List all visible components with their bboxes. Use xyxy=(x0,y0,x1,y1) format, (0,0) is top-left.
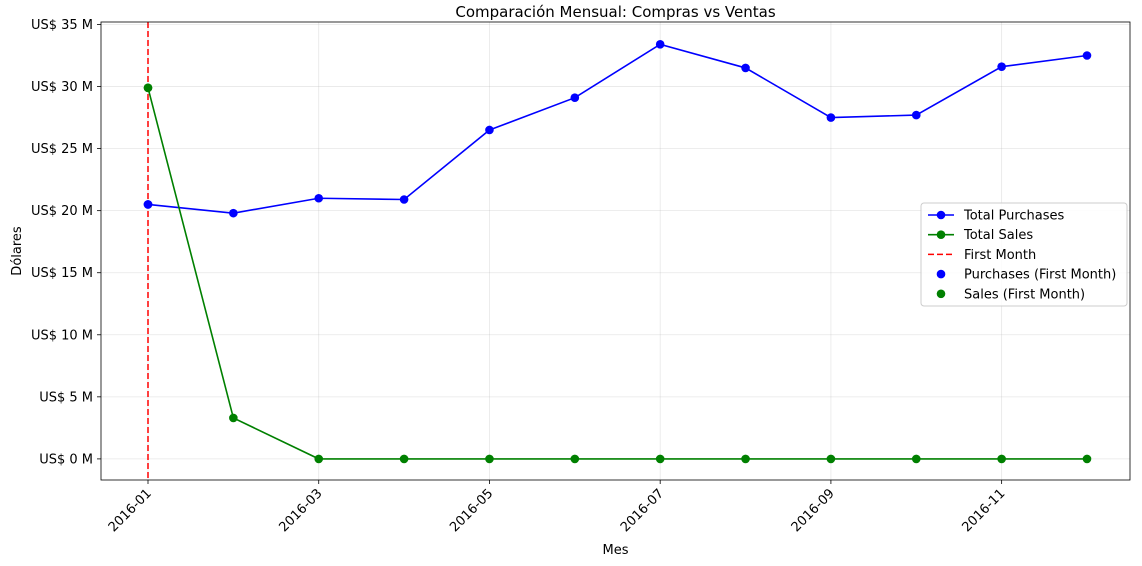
data-point-sales xyxy=(741,454,750,464)
legend: Total Purchases Total Sales First Month Pur… xyxy=(920,202,1128,307)
first-month-purchases-point xyxy=(143,200,153,209)
y-tick-label: US$ 15 M xyxy=(31,266,93,281)
data-point-sales xyxy=(229,413,238,423)
data-point-purchases xyxy=(485,125,494,135)
x-tick-label: 2016-11 xyxy=(959,486,1008,535)
data-point-sales xyxy=(485,454,494,464)
legend-handle-marker xyxy=(936,269,946,279)
plot-frame xyxy=(100,21,1131,481)
y-tick-label: US$ 25 M xyxy=(31,142,93,157)
first-month-sales-point xyxy=(143,83,153,93)
data-point-purchases xyxy=(655,40,665,49)
x-tick-label: 2016-07 xyxy=(618,486,667,535)
data-point-purchases xyxy=(1082,51,1092,60)
legend-label: Sales (First Month) xyxy=(964,287,1085,302)
data-point-sales xyxy=(570,454,580,464)
x-axis-label: Mes xyxy=(603,543,629,558)
y-tick-label: US$ 0 M xyxy=(39,452,93,467)
data-point-sales xyxy=(314,454,324,464)
series-layer xyxy=(143,40,1092,464)
data-point-purchases xyxy=(741,63,750,73)
legend-label: Total Purchases xyxy=(963,209,1065,224)
data-point-purchases xyxy=(911,110,921,120)
y-tick-label: US$ 20 M xyxy=(31,204,93,219)
data-point-purchases xyxy=(570,93,580,103)
y-tick-label: US$ 30 M xyxy=(31,80,93,95)
x-tick-label: 2016-03 xyxy=(277,486,326,535)
legend-label: Purchases (First Month) xyxy=(964,268,1116,283)
legend-label: Total Sales xyxy=(963,228,1033,243)
data-point-sales xyxy=(655,454,665,464)
data-point-purchases xyxy=(314,193,324,203)
legend-handle-marker xyxy=(936,210,946,220)
y-axis-label: Dólares xyxy=(10,226,25,276)
data-point-purchases xyxy=(826,113,836,122)
series-line-purchases xyxy=(147,43,1088,214)
legend-handle-marker xyxy=(936,289,946,299)
ticks: US$ 0 M US$ 5 M US$ 10 M US$ 15 M US$ 20 M US… xyxy=(31,18,1009,535)
data-point-sales xyxy=(1082,454,1092,464)
y-tick-label: US$ 10 M xyxy=(31,328,93,343)
x-tick-label: 2016-01 xyxy=(106,486,155,535)
data-point-purchases xyxy=(399,195,409,204)
x-tick-label: 2016-09 xyxy=(789,486,838,535)
legend-handle-marker xyxy=(936,230,946,239)
legend-box xyxy=(920,202,1128,307)
series-line-sales xyxy=(147,87,1087,460)
data-point-sales xyxy=(911,454,921,464)
x-tick-label: 2016-05 xyxy=(447,486,496,535)
data-point-purchases xyxy=(229,208,238,218)
y-tick-label: US$ 35 M xyxy=(31,18,93,33)
data-point-sales xyxy=(997,454,1006,464)
data-point-sales xyxy=(399,454,409,464)
y-tick-label: US$ 5 M xyxy=(39,390,93,405)
legend-label: First Month xyxy=(964,248,1036,263)
data-point-sales xyxy=(826,454,836,464)
axes xyxy=(100,21,1131,481)
data-point-purchases xyxy=(997,62,1006,71)
chart-title: Comparación Mensual: Compras vs Ventas xyxy=(455,3,775,21)
